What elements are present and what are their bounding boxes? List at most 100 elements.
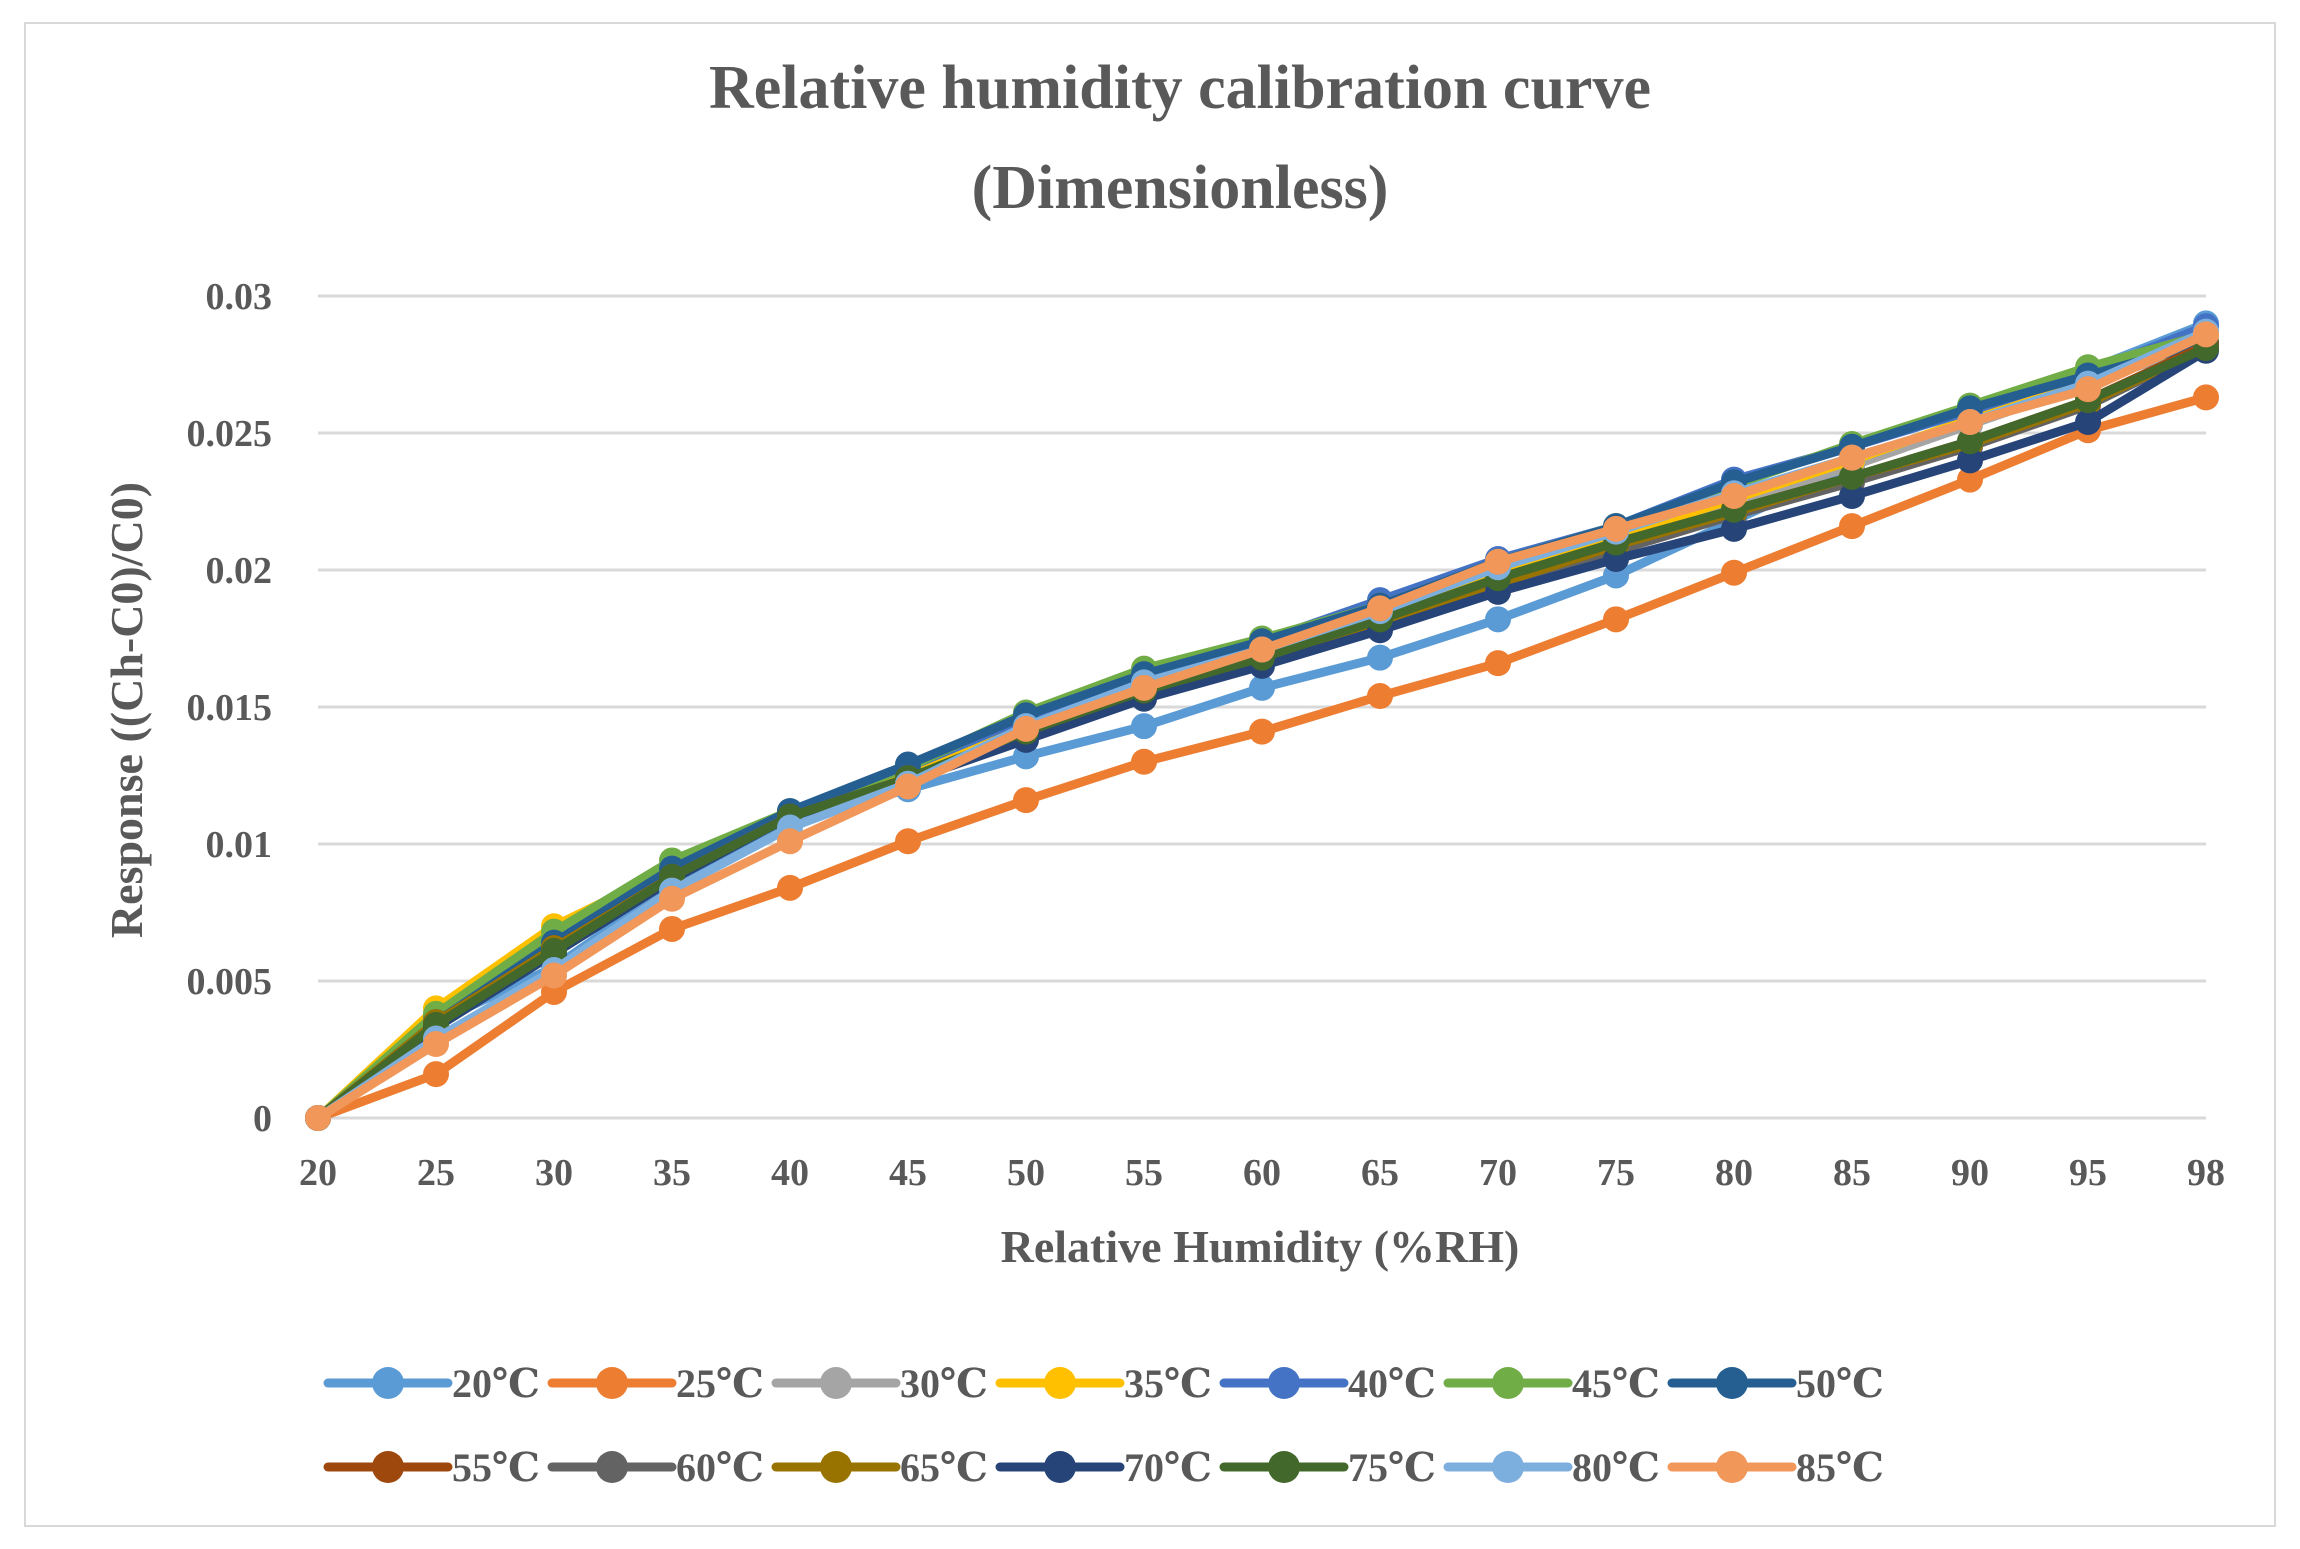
- legend-label: 70℃: [1124, 1445, 1212, 1490]
- data-point: [1603, 515, 1629, 542]
- y-tick-label: 0.03: [206, 276, 273, 318]
- legend-item-9: 65℃: [771, 1445, 988, 1490]
- legend-item-7: 55℃: [323, 1445, 540, 1490]
- legend-swatch-marker: [1716, 1367, 1748, 1399]
- legend-swatch-marker: [1044, 1367, 1076, 1399]
- legend-label: 85℃: [1796, 1445, 1884, 1490]
- chart-title: Relative humidity calibration curve (Dim…: [709, 54, 1651, 222]
- data-point: [1013, 787, 1039, 814]
- series-13: [305, 321, 2219, 1131]
- data-point: [1485, 606, 1511, 633]
- legend-label: 45℃: [1572, 1361, 1660, 1406]
- data-point: [777, 874, 803, 901]
- x-tick-label: 25: [417, 1152, 455, 1194]
- legend-label: 40℃: [1348, 1361, 1436, 1406]
- x-axis-ticks: 20 25 30 35 40 45 50 55 60 65 70 75 80 85 90 95 98: [299, 1152, 2225, 1194]
- legend-label: 30℃: [900, 1361, 988, 1406]
- data-point: [1367, 644, 1393, 671]
- data-point: [2075, 376, 2101, 403]
- legend-swatch-marker: [596, 1451, 628, 1483]
- legend-item-2: 30℃: [771, 1361, 988, 1406]
- data-point: [423, 1061, 449, 1088]
- data-point: [1839, 483, 1865, 510]
- legend-swatch-marker: [1716, 1451, 1748, 1483]
- data-point: [1957, 447, 1983, 474]
- data-point: [659, 915, 685, 942]
- data-point: [1249, 718, 1275, 745]
- x-tick-label: 55: [1125, 1152, 1163, 1194]
- x-tick-label: 35: [653, 1152, 691, 1194]
- legend-item-1: 25℃: [547, 1361, 764, 1406]
- x-tick-label: 95: [2069, 1152, 2107, 1194]
- y-axis-title: Response ((Ch-C0)/C0): [101, 482, 152, 938]
- series-line: [313, 392, 2211, 1123]
- legend-swatch-marker: [372, 1367, 404, 1399]
- legend-label: 25℃: [676, 1361, 764, 1406]
- y-tick-label: 0.015: [187, 687, 273, 729]
- y-axis-ticks: 0 0.005 0.01 0.015 0.02 0.025 0.03: [187, 276, 273, 1140]
- x-tick-label: 20: [299, 1152, 337, 1194]
- data-point: [1721, 515, 1747, 542]
- x-tick-label: 45: [889, 1152, 927, 1194]
- data-point: [2075, 409, 2101, 436]
- data-point: [1957, 466, 1983, 493]
- legend-item-3: 35℃: [995, 1361, 1212, 1406]
- data-point: [1957, 409, 1983, 436]
- data-point: [777, 828, 803, 855]
- data-point: [1839, 513, 1865, 540]
- data-point: [541, 937, 567, 964]
- plot-area: [305, 310, 2219, 1131]
- data-point: [1131, 674, 1157, 701]
- data-point: [895, 773, 921, 800]
- legend-swatch-marker: [1268, 1367, 1300, 1399]
- legend-label: 60℃: [676, 1445, 764, 1490]
- legend-item-10: 70℃: [995, 1445, 1212, 1490]
- y-tick-label: 0.005: [187, 961, 273, 1003]
- legend-item-6: 50℃: [1667, 1361, 1884, 1406]
- x-tick-label: 90: [1951, 1152, 1989, 1194]
- data-point: [1249, 674, 1275, 701]
- x-axis-title: Relative Humidity (%RH): [1001, 1221, 1520, 1272]
- data-point: [1131, 713, 1157, 740]
- data-point: [1367, 683, 1393, 710]
- x-tick-label: 98: [2187, 1152, 2225, 1194]
- chart-title-line-1: Relative humidity calibration curve: [709, 54, 1651, 122]
- x-tick-label: 65: [1361, 1152, 1399, 1194]
- legend: 20℃ 25℃ 30℃ 35℃ 40℃ 45℃ 50℃ 55℃ 60℃ 65℃ 70℃ 75℃ 80℃ 8…: [323, 1361, 1884, 1490]
- data-point: [1603, 606, 1629, 633]
- y-tick-label: 0.01: [206, 824, 273, 866]
- x-tick-label: 80: [1715, 1152, 1753, 1194]
- legend-swatch-marker: [596, 1367, 628, 1399]
- legend-label: 65℃: [900, 1445, 988, 1490]
- chart-title-line-2: (Dimensionless): [972, 154, 1389, 222]
- x-tick-label: 40: [771, 1152, 809, 1194]
- legend-item-13: 85℃: [1667, 1445, 1884, 1490]
- legend-label: 55℃: [452, 1445, 540, 1490]
- legend-swatch-marker: [820, 1451, 852, 1483]
- x-tick-label: 50: [1007, 1152, 1045, 1194]
- legend-label: 35℃: [1124, 1361, 1212, 1406]
- legend-swatch-marker: [820, 1367, 852, 1399]
- data-point: [1131, 748, 1157, 775]
- y-tick-label: 0.025: [187, 413, 273, 455]
- legend-swatch-marker: [1268, 1451, 1300, 1483]
- legend-item-5: 45℃: [1443, 1361, 1660, 1406]
- data-point: [1249, 636, 1275, 663]
- legend-swatch-marker: [1492, 1451, 1524, 1483]
- data-point: [423, 1031, 449, 1058]
- legend-swatch-marker: [372, 1451, 404, 1483]
- data-point: [541, 962, 567, 989]
- legend-label: 50℃: [1796, 1361, 1884, 1406]
- legend-swatch-marker: [1492, 1367, 1524, 1399]
- data-point: [305, 1105, 331, 1131]
- legend-item-12: 80℃: [1443, 1445, 1660, 1490]
- data-point: [2193, 321, 2219, 348]
- x-tick-label: 85: [1833, 1152, 1871, 1194]
- legend-label: 20℃: [452, 1361, 540, 1406]
- legend-item-4: 40℃: [1219, 1361, 1436, 1406]
- data-point: [1485, 650, 1511, 677]
- data-point: [1367, 595, 1393, 622]
- legend-item-0: 20℃: [323, 1361, 540, 1406]
- data-point: [1839, 444, 1865, 471]
